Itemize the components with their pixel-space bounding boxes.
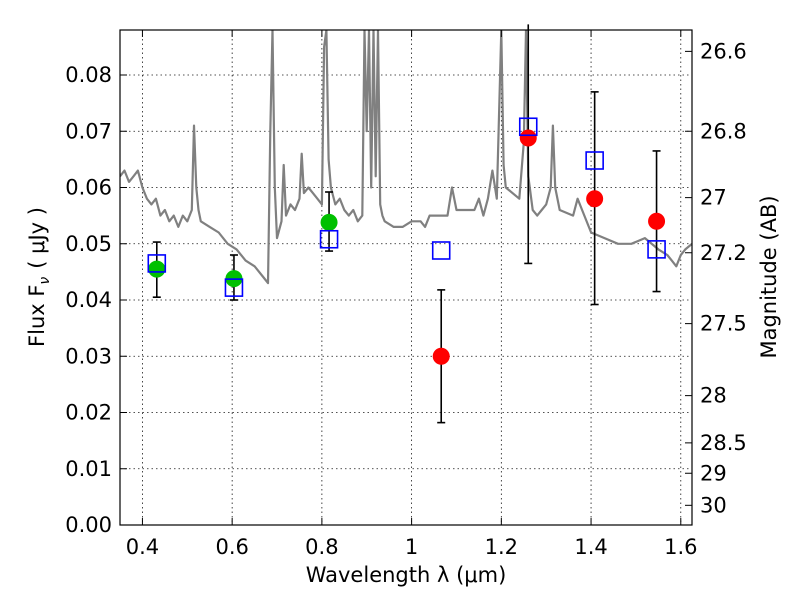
y2-tick-label: 30 [700,493,727,517]
y-tick-label: 0.01 [65,457,112,481]
model-point [319,229,339,249]
model-point [518,117,538,137]
model-point [647,240,666,259]
y-tick-label: 0.03 [65,344,112,368]
plot-frame [119,29,693,526]
y-axis-title-subscript: ν [37,277,53,285]
model-point [585,151,604,170]
x-tick-label: 0.8 [305,535,338,559]
data-point [320,213,338,231]
data-point [519,129,537,147]
x-tick-label: 1.4 [574,535,607,559]
y2-tick-label: 27 [700,186,727,210]
y2-tick-label: 28.5 [700,431,747,455]
model-point [224,278,244,297]
x-tick-label: 0.4 [126,535,159,559]
x-tick-label: 1 [405,535,418,559]
spectrum-line [120,30,692,285]
grid-layer [120,30,692,526]
y2-tick-label: 29 [700,461,727,485]
data-point [148,260,166,278]
y-tick-label: 0.02 [65,401,112,425]
tick-layer: 0.4 0.6 0.8 1 1.2 1.4 1.6 0.00 0.01 0.02 0.03 0.04 0… [65,30,747,559]
y-tick-label: 0.08 [65,63,112,87]
y-tick-label: 0.04 [65,288,112,312]
y-axis-title-main: Flux F [25,285,49,347]
y-axis-title: Flux Fν ( μJy ) [25,207,53,347]
data-point [586,190,604,208]
x-axis-title: Wavelength λ (μm) [306,563,507,587]
model-point [431,241,451,260]
y-tick-label: 0.06 [65,176,112,200]
x-tick-label: 1.6 [664,535,697,559]
data-point [432,347,450,365]
y-axis-title-unit: ( μJy ) [25,207,49,269]
x-tick-label: 0.6 [215,535,248,559]
y2-axis-title: Magnitude (AB) [757,195,781,358]
y2-tick-label: 27.2 [700,241,747,265]
y2-tick-label: 28 [700,384,727,408]
y-tick-label: 0.00 [65,513,112,537]
x-tick-label: 1.2 [485,535,518,559]
marker-layer [147,24,666,424]
plot-layer [120,30,692,285]
y2-tick-label: 26.8 [700,119,747,143]
y-tick-label: 0.05 [65,232,112,256]
y2-tick-label: 27.5 [700,312,747,336]
data-point [648,212,666,230]
y2-tick-label: 26.6 [700,39,747,63]
y-tick-label: 0.07 [65,119,112,143]
model-point [147,254,167,273]
